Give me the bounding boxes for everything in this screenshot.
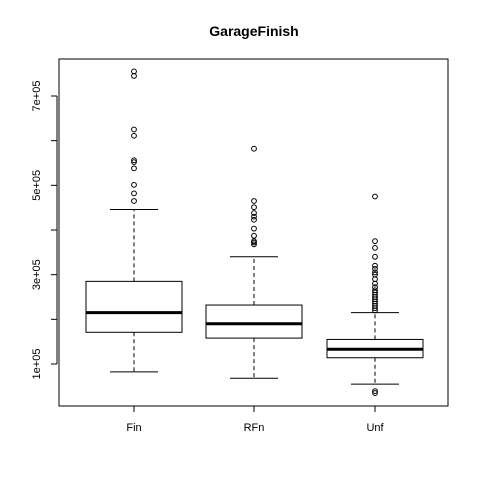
outlier-point	[251, 225, 257, 232]
outlier-point	[251, 232, 257, 239]
outlier-point	[251, 213, 257, 220]
box-fin	[85, 68, 183, 373]
x-tick-label: Fin	[126, 422, 141, 434]
box-unf	[326, 193, 424, 396]
x-tick-label: RFn	[244, 422, 265, 434]
outlier-point	[131, 126, 137, 133]
outlier-point	[251, 238, 257, 245]
outlier-point	[251, 216, 257, 223]
outlier-point	[251, 145, 257, 152]
x-tick-label: Unf	[366, 422, 384, 434]
outlier-point	[372, 390, 378, 396]
outlier-point	[372, 262, 378, 269]
box-group	[85, 68, 424, 396]
outlier-point	[251, 210, 257, 216]
outlier-point	[372, 287, 378, 294]
outlier-point	[251, 198, 257, 204]
outlier-point	[372, 269, 378, 276]
outlier-point	[251, 204, 257, 211]
outlier-point	[372, 289, 378, 296]
outlier-point	[131, 181, 137, 188]
y-tick-label: 5e+05	[31, 170, 43, 201]
outlier-point	[372, 238, 378, 245]
x-axis: Fin RFn Unf	[126, 405, 384, 434]
outlier-point	[131, 198, 137, 204]
box-iqr	[205, 304, 303, 339]
chart-title: GarageFinish	[209, 23, 298, 39]
outlier-point	[372, 244, 378, 251]
outlier-point	[131, 68, 137, 75]
outlier-point	[131, 165, 137, 172]
outlier-point	[372, 265, 378, 272]
outlier-point	[372, 193, 378, 200]
outlier-point	[131, 157, 137, 164]
y-tick-label: 7e+05	[31, 81, 43, 112]
box-rfn	[205, 145, 303, 379]
outlier-point	[131, 132, 137, 139]
outlier-point	[372, 271, 378, 278]
outlier-point	[131, 190, 137, 197]
y-tick-label: 3e+05	[31, 259, 43, 290]
y-axis: 1e+05 3e+05 5e+05 7e+05	[31, 81, 58, 380]
box-iqr	[85, 280, 183, 333]
outlier-point	[372, 388, 378, 395]
outlier-point	[372, 253, 378, 260]
y-tick-label: 1e+05	[31, 349, 43, 380]
outlier-point	[251, 241, 257, 248]
outlier-point	[131, 159, 137, 166]
outlier-point	[372, 284, 378, 291]
